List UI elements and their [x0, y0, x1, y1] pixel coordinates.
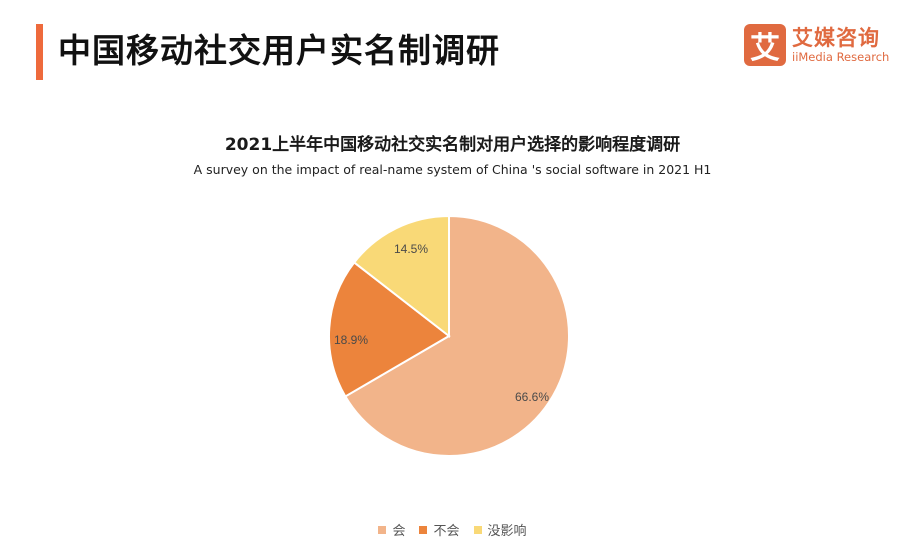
pie-slice-0	[343, 214, 570, 457]
title-accent-bar	[36, 24, 43, 80]
legend-label: 会	[392, 524, 406, 539]
chart-legend: 会 不会 没影响	[0, 520, 905, 539]
pie-slice-2	[352, 214, 450, 339]
slice-label: 14.5%	[394, 242, 428, 256]
chart-title: 2021上半年中国移动社交实名制对用户选择的影响程度调研	[224, 135, 681, 155]
pie-slice-1	[328, 261, 451, 398]
legend-swatch-icon	[473, 525, 482, 534]
chart-subtitle: A survey on the impact of real-name syst…	[193, 162, 712, 177]
legend-item: 没影响	[473, 520, 527, 539]
legend-swatch-icon	[419, 525, 428, 534]
legend-item: 会	[378, 520, 405, 539]
iimedia-logo: 艾 艾媒咨询 iiMedia Research	[744, 24, 889, 66]
legend-item: 不会	[419, 520, 460, 539]
legend-label: 没影响	[487, 524, 527, 539]
legend-label: 不会	[433, 524, 460, 539]
logo-mark-icon: 艾	[744, 24, 786, 66]
slice-label: 18.9%	[334, 333, 368, 347]
legend-swatch-icon	[378, 525, 387, 534]
logo-name-cn: 艾媒咨询	[792, 26, 880, 50]
slice-label: 66.6%	[515, 390, 549, 404]
logo-name-en: iiMedia Research	[792, 50, 890, 64]
page-title: 中国移动社交用户实名制调研	[58, 31, 500, 70]
